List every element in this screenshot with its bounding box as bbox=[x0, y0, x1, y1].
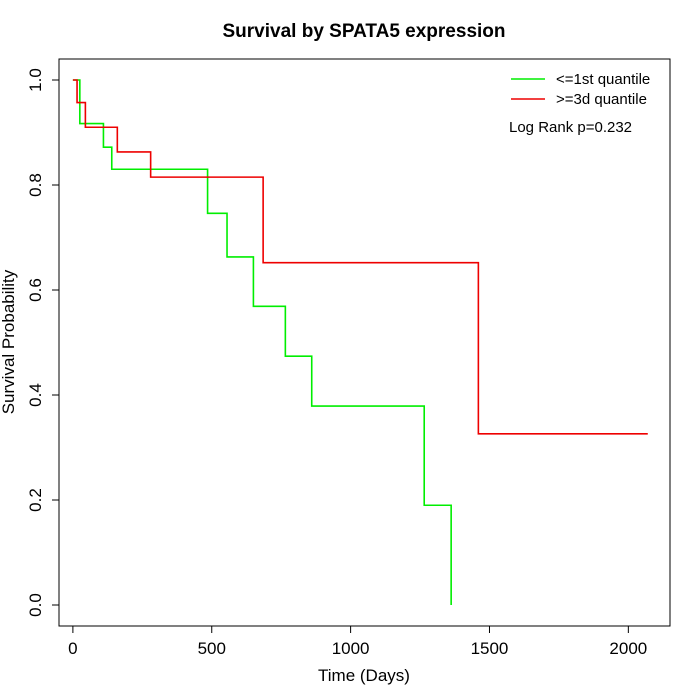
y-tick-label: 0.0 bbox=[26, 593, 45, 617]
x-tick-label: 1500 bbox=[471, 639, 509, 658]
y-tick-label: 0.2 bbox=[26, 488, 45, 512]
y-tick-label: 1.0 bbox=[26, 68, 45, 92]
y-tick-label: 0.6 bbox=[26, 278, 45, 302]
log-rank-annotation: Log Rank p=0.232 bbox=[509, 119, 632, 136]
x-axis: 0 500 1000 1500 2000 bbox=[68, 625, 647, 658]
series-line-0 bbox=[72, 79, 452, 605]
chart-title: Survival by SPATA5 expression bbox=[223, 21, 506, 42]
legend: <=1st quantile >=3d quantile bbox=[511, 71, 650, 108]
series-line-1 bbox=[72, 79, 648, 435]
legend-label-0: <=1st quantile bbox=[556, 71, 650, 88]
y-tick-label: 0.8 bbox=[26, 173, 45, 197]
x-tick-label: 1000 bbox=[332, 639, 370, 658]
y-axis: 0.0 0.2 0.4 0.6 0.8 1.0 bbox=[26, 68, 60, 617]
x-tick-label: 0 bbox=[68, 639, 77, 658]
series-layer bbox=[72, 79, 648, 605]
plot-frame bbox=[58, 58, 671, 627]
x-axis-label: Time (Days) bbox=[318, 666, 410, 685]
y-axis-label: Survival Probability bbox=[0, 269, 18, 414]
x-tick-label: 500 bbox=[198, 639, 226, 658]
x-tick-label: 2000 bbox=[609, 639, 647, 658]
y-tick-label: 0.4 bbox=[26, 383, 45, 407]
legend-label-1: >=3d quantile bbox=[556, 91, 647, 108]
